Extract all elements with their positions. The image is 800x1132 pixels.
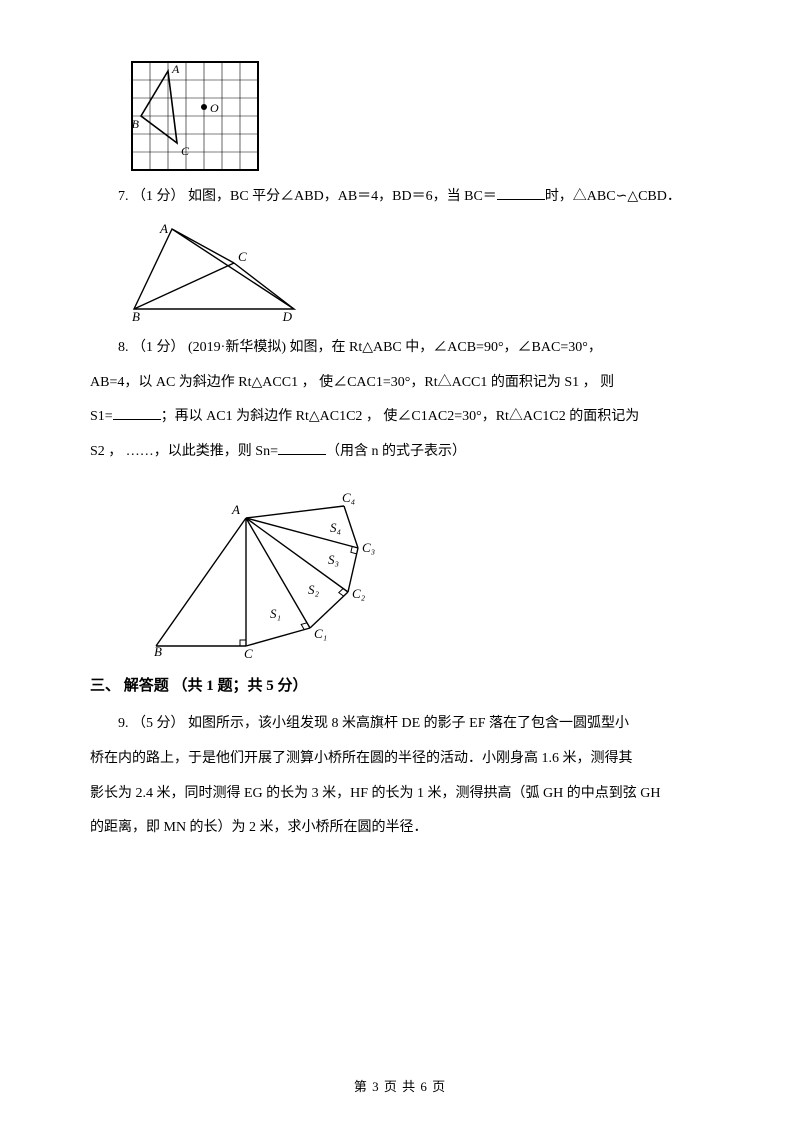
question-7: 7. （1 分） 如图，BC 平分∠ABD，AB＝4，BD＝6，当 BC＝ 时，△…	[90, 182, 710, 213]
question-9-line4: 的距离，即 MN 的长）为 2 米，求小桥所在圆的半径．	[90, 813, 710, 844]
question-9-line1: 9. （5 分） 如图所示，该小组发现 8 米高旗杆 DE 的影子 EF 落在了…	[90, 709, 710, 740]
q9-l1: 9. （5 分） 如图所示，该小组发现 8 米高旗杆 DE 的影子 EF 落在了…	[118, 716, 629, 731]
svg-text:C₄: C₄	[342, 490, 356, 505]
question-8-line3: S1= ；再以 AC1 为斜边作 Rt△AC1C2 ， 使∠C1AC2=30°，R…	[90, 402, 710, 433]
q8-l2c: ；再以 AC1 为斜边作 Rt△AC1C2 ， 使∠C1AC2=30°，Rt△A…	[161, 409, 640, 424]
q8-l1: 8. （1 分） (2019·新华模拟) 如图，在 Rt△ABC 中，∠ACB=…	[118, 340, 602, 355]
q8-l2a: AB=4，以 AC 为斜边作 Rt△ACC1 ， 使∠CAC1=30°，Rt△A…	[90, 375, 614, 390]
svg-text:S₄: S₄	[330, 520, 342, 535]
svg-text:A: A	[231, 502, 240, 517]
question-8-line4: S2 ， ……，以此类推，则 Sn= （用含 n 的式子表示）	[90, 437, 710, 468]
svg-text:C₂: C₂	[352, 586, 366, 601]
q8-l3b: （用含 n 的式子表示）	[326, 444, 466, 459]
svg-text:A: A	[171, 62, 180, 76]
q8-l3a: S2 ， ……，以此类推，则 Sn=	[90, 444, 278, 459]
question-8-line2: AB=4，以 AC 为斜边作 Rt△ACC1 ， 使∠CAC1=30°，Rt△A…	[90, 368, 710, 399]
page-footer: 第 3 页 共 6 页	[0, 1073, 800, 1102]
figure-triangle-abcd: A B C D	[130, 223, 710, 323]
q7-suffix: 时，△ABC∽△CBD．	[545, 189, 681, 204]
q8-blank-s1	[113, 407, 161, 420]
q8-blank-sn	[278, 442, 326, 455]
svg-text:C: C	[238, 249, 247, 264]
q9-l4: 的距离，即 MN 的长）为 2 米，求小桥所在圆的半径．	[90, 820, 428, 835]
q9-l2: 桥在内的路上，于是他们开展了测算小桥所在圆的半径的活动．小刚身高 1.6 米，测…	[90, 751, 633, 766]
section-3-heading: 三、 解答题 （共 1 题；共 5 分）	[90, 670, 710, 703]
q9-l3: 影长为 2.4 米，同时测得 EG 的长为 3 米，HF 的长为 1 米，测得拱…	[90, 786, 661, 801]
q7-blank	[497, 187, 545, 200]
q7-prefix: 7. （1 分） 如图，BC 平分∠ABD，AB＝4，BD＝6，当 BC＝	[118, 189, 497, 204]
section3-text: 三、 解答题 （共 1 题；共 5 分）	[90, 678, 308, 694]
svg-text:B: B	[132, 117, 140, 131]
svg-text:C: C	[244, 646, 253, 658]
svg-text:B: B	[132, 309, 140, 323]
question-8-line1: 8. （1 分） (2019·新华模拟) 如图，在 Rt△ABC 中，∠ACB=…	[90, 333, 710, 364]
svg-text:S₂: S₂	[308, 582, 320, 597]
svg-text:C₁: C₁	[314, 626, 327, 641]
footer-text: 第 3 页 共 6 页	[354, 1079, 446, 1094]
svg-text:O: O	[210, 101, 219, 115]
svg-text:S₃: S₃	[328, 552, 339, 567]
svg-text:A: A	[159, 223, 168, 236]
svg-text:C₃: C₃	[362, 540, 375, 555]
svg-text:C: C	[181, 144, 190, 158]
question-9-line3: 影长为 2.4 米，同时测得 EG 的长为 3 米，HF 的长为 1 米，测得拱…	[90, 779, 710, 810]
svg-text:S₁: S₁	[270, 606, 281, 621]
svg-text:D: D	[282, 309, 293, 323]
figure-grid-triangle: A B C O	[130, 60, 710, 172]
figure-spiral-triangles: A B C C₁ C₂ C₃ C₄ S₁ S₂ S₃ S₄	[150, 478, 710, 658]
question-9-line2: 桥在内的路上，于是他们开展了测算小桥所在圆的半径的活动．小刚身高 1.6 米，测…	[90, 744, 710, 775]
q8-l2b: S1=	[90, 409, 113, 424]
svg-text:B: B	[154, 644, 162, 658]
